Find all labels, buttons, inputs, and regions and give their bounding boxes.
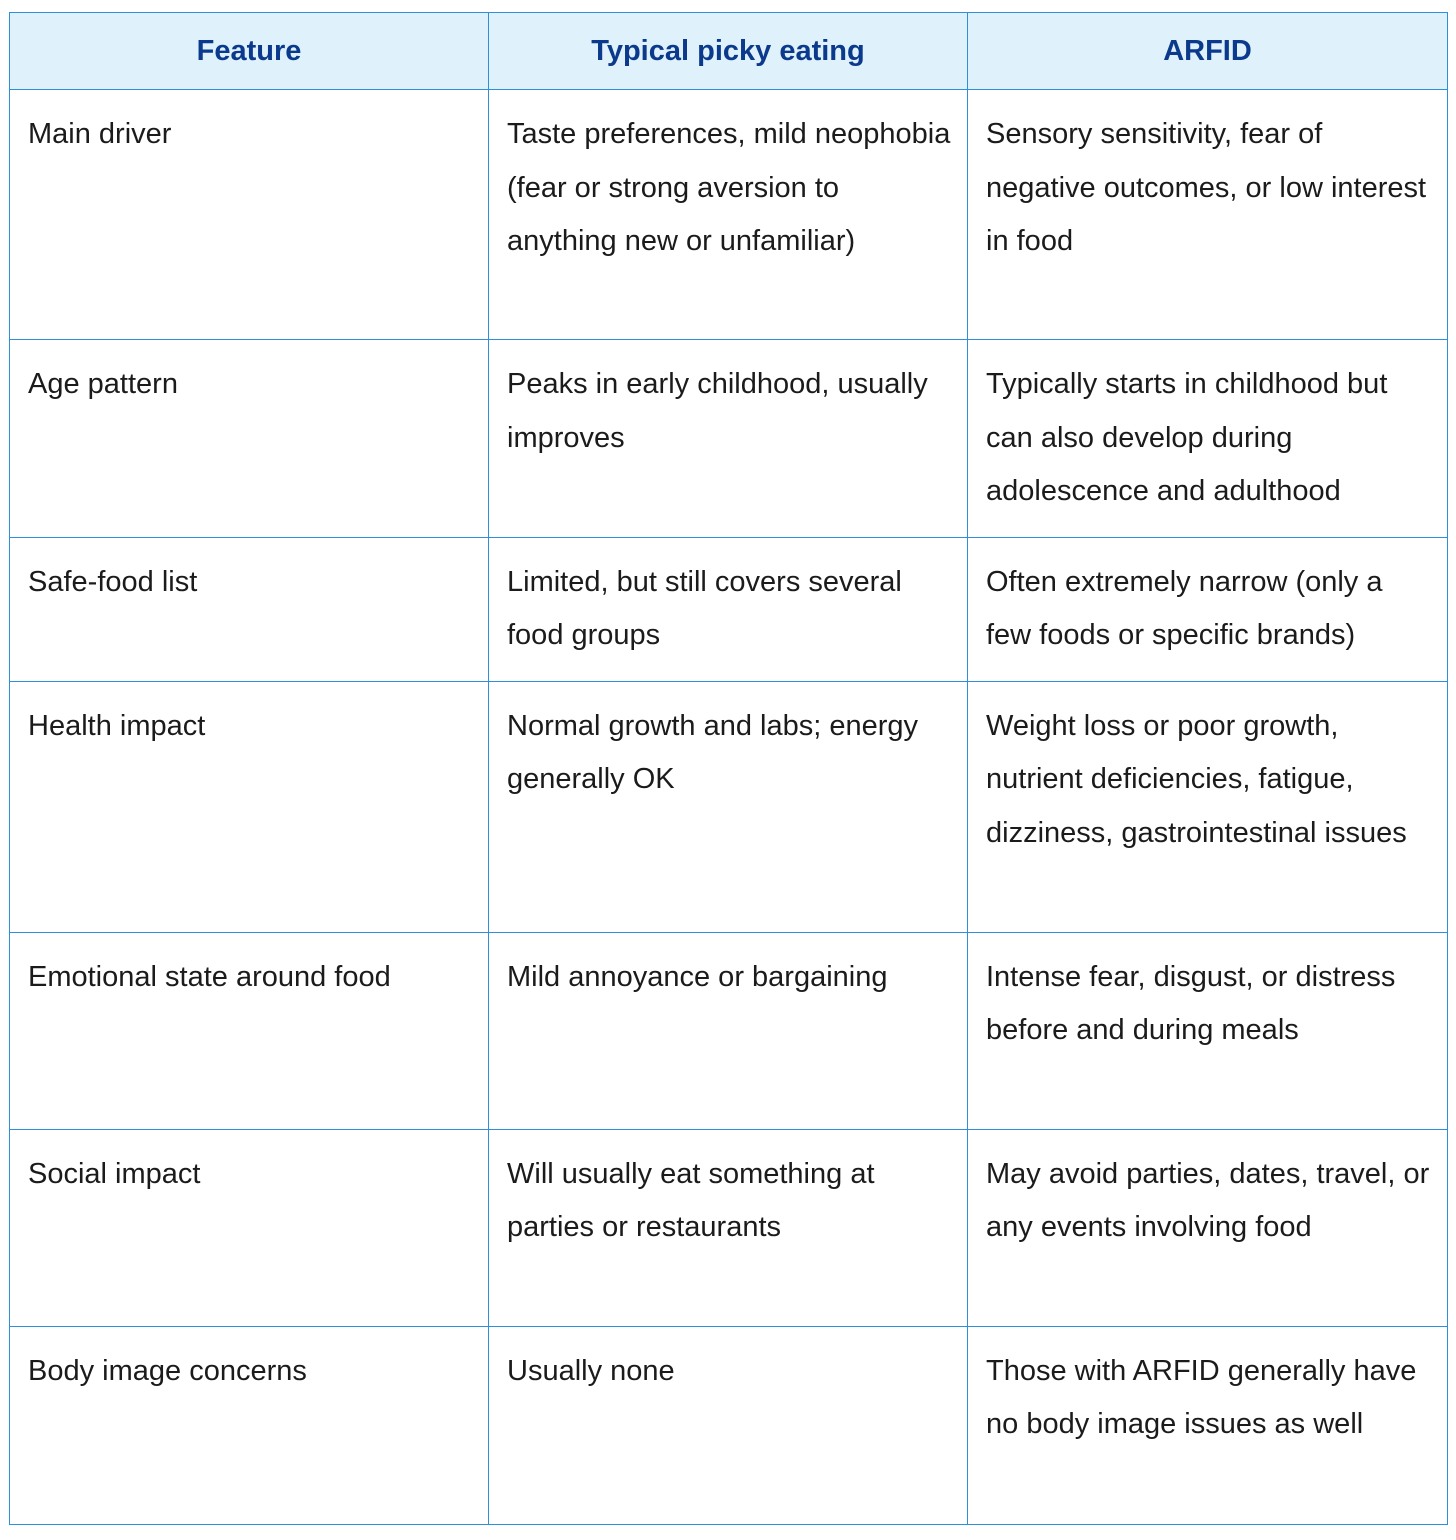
- cell-feature: Age pattern: [9, 339, 489, 538]
- table-row-safe-food-list: Safe-food list Limited, but still covers…: [9, 536, 1448, 682]
- table-row-emotional-state: Emotional state around food Mild annoyan…: [9, 931, 1448, 1130]
- cell-feature: Safe-food list: [9, 536, 489, 682]
- cell-picky: Mild annoyance or bargaining: [488, 931, 968, 1130]
- comparison-table-container: Feature Typical picky eating ARFID Main …: [9, 12, 1448, 1525]
- cell-picky: Peaks in early childhood, usually improv…: [488, 339, 968, 538]
- cell-arfid: Weight loss or poor growth, nutrient def…: [967, 680, 1448, 933]
- cell-picky: Normal growth and labs; energy generally…: [488, 680, 968, 933]
- cell-feature: Social impact: [9, 1128, 489, 1327]
- table-body: Main driver Taste preferences, mild neop…: [9, 89, 1448, 1525]
- header-arfid: ARFID: [967, 12, 1448, 90]
- cell-feature: Body image concerns: [9, 1325, 489, 1525]
- table-row-social-impact: Social impact Will usually eat something…: [9, 1128, 1448, 1327]
- cell-picky: Taste preferences, mild neophobia (fear …: [488, 89, 968, 340]
- cell-arfid: Typically starts in childhood but can al…: [967, 339, 1448, 538]
- table-row-age-pattern: Age pattern Peaks in early childhood, us…: [9, 339, 1448, 538]
- table-row-main-driver: Main driver Taste preferences, mild neop…: [9, 89, 1448, 340]
- table-header: Feature Typical picky eating ARFID: [9, 12, 1448, 90]
- cell-feature: Emotional state around food: [9, 931, 489, 1130]
- cell-arfid: Those with ARFID generally have no body …: [967, 1325, 1448, 1525]
- cell-picky: Limited, but still covers several food g…: [488, 536, 968, 682]
- cell-feature: Health impact: [9, 680, 489, 933]
- header-typical-picky-eating: Typical picky eating: [488, 12, 968, 90]
- table-row-health-impact: Health impact Normal growth and labs; en…: [9, 680, 1448, 933]
- cell-arfid: Intense fear, disgust, or distress befor…: [967, 931, 1448, 1130]
- table-row-body-image: Body image concerns Usually none Those w…: [9, 1325, 1448, 1525]
- cell-arfid: Often extremely narrow (only a few foods…: [967, 536, 1448, 682]
- header-feature: Feature: [9, 12, 489, 90]
- cell-arfid: Sensory sensitivity, fear of negative ou…: [967, 89, 1448, 340]
- header-row: Feature Typical picky eating ARFID: [9, 12, 1448, 90]
- cell-arfid: May avoid parties, dates, travel, or any…: [967, 1128, 1448, 1327]
- comparison-table: Feature Typical picky eating ARFID Main …: [9, 12, 1448, 1525]
- cell-picky: Will usually eat something at parties or…: [488, 1128, 968, 1327]
- cell-feature: Main driver: [9, 89, 489, 340]
- cell-picky: Usually none: [488, 1325, 968, 1525]
